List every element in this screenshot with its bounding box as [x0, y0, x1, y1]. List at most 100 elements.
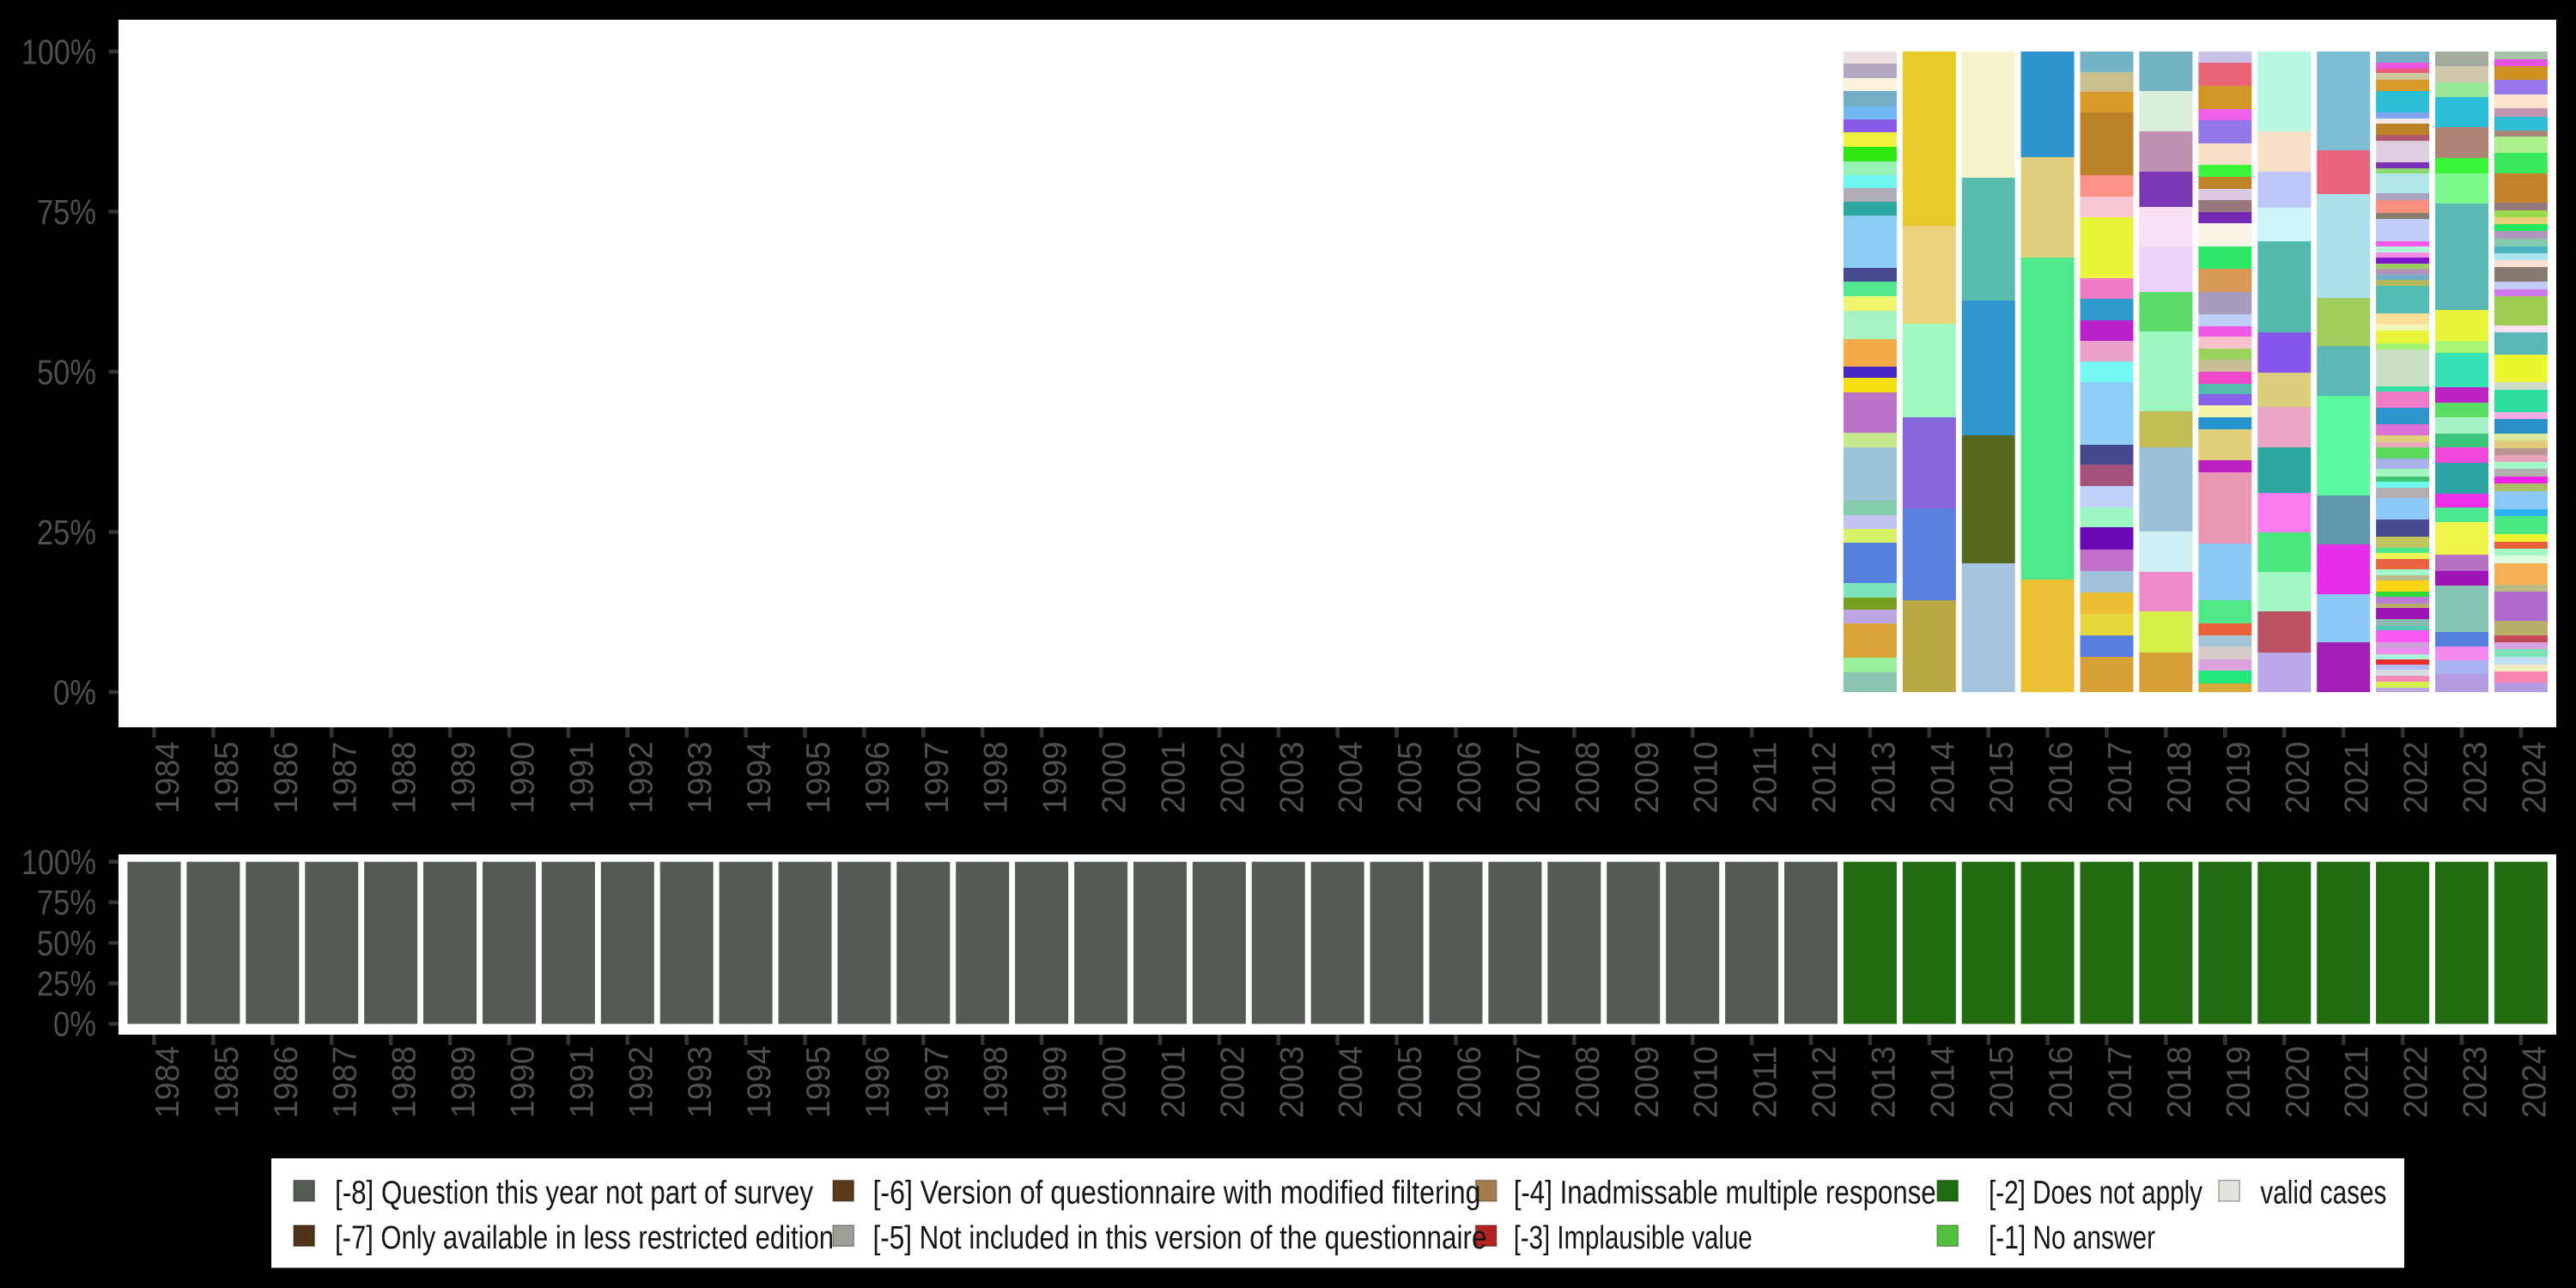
- svg-text:2022: 2022: [2398, 742, 2435, 814]
- svg-text:2004: 2004: [1333, 742, 1370, 814]
- svg-text:2006: 2006: [1451, 742, 1488, 814]
- svg-text:0%: 0%: [53, 672, 96, 712]
- svg-text:2019: 2019: [2221, 742, 2257, 814]
- svg-text:2024: 2024: [2516, 1046, 2553, 1118]
- svg-text:2013: 2013: [1865, 742, 1902, 814]
- svg-text:2019: 2019: [2221, 1046, 2257, 1118]
- svg-text:2005: 2005: [1392, 1046, 1429, 1118]
- svg-text:2009: 2009: [1629, 742, 1666, 814]
- svg-text:2015: 2015: [1984, 1046, 2020, 1118]
- svg-text:2001: 2001: [1156, 742, 1193, 814]
- svg-text:2020: 2020: [2280, 742, 2317, 814]
- svg-text:1990: 1990: [505, 1046, 542, 1118]
- svg-text:2001: 2001: [1156, 1046, 1193, 1118]
- svg-text:valid cases: valid cases: [2260, 1175, 2386, 1211]
- svg-text:1988: 1988: [386, 1046, 423, 1118]
- svg-text:2022: 2022: [2398, 1046, 2435, 1118]
- svg-text:0%: 0%: [53, 1005, 96, 1044]
- svg-text:1996: 1996: [860, 742, 896, 814]
- svg-text:2006: 2006: [1451, 1046, 1488, 1118]
- svg-text:[-2] Does not apply: [-2] Does not apply: [1989, 1175, 2202, 1211]
- svg-text:1998: 1998: [978, 1046, 1015, 1118]
- svg-text:1987: 1987: [327, 1046, 364, 1118]
- svg-text:1986: 1986: [268, 742, 305, 814]
- svg-text:2021: 2021: [2339, 1046, 2376, 1118]
- svg-text:1999: 1999: [1037, 1046, 1074, 1118]
- svg-text:2000: 2000: [1097, 1046, 1133, 1118]
- svg-text:2012: 2012: [1807, 742, 1844, 814]
- svg-text:1989: 1989: [446, 742, 483, 814]
- svg-text:2023: 2023: [2458, 1046, 2494, 1118]
- svg-text:2023: 2023: [2458, 742, 2494, 814]
- svg-text:1993: 1993: [682, 742, 719, 814]
- svg-text:1993: 1993: [682, 1046, 719, 1118]
- svg-text:100%: 100%: [21, 842, 96, 882]
- svg-text:2020: 2020: [2280, 1046, 2317, 1118]
- svg-text:1998: 1998: [978, 742, 1015, 814]
- svg-text:2014: 2014: [1924, 742, 1961, 814]
- svg-text:2002: 2002: [1214, 1046, 1251, 1118]
- svg-text:[-7] Only available in less re: [-7] Only available in less restricted e…: [335, 1220, 834, 1256]
- svg-text:25%: 25%: [37, 964, 96, 1004]
- svg-text:25%: 25%: [37, 513, 96, 552]
- svg-text:1992: 1992: [623, 1046, 659, 1118]
- svg-text:2021: 2021: [2339, 742, 2376, 814]
- svg-text:2008: 2008: [1570, 1046, 1607, 1118]
- svg-text:[-6] Version of questionnaire: [-6] Version of questionnaire with modif…: [873, 1175, 1481, 1211]
- svg-text:1991: 1991: [563, 1046, 600, 1118]
- svg-text:2003: 2003: [1273, 1046, 1310, 1118]
- svg-text:2011: 2011: [1747, 742, 1784, 814]
- svg-text:1987: 1987: [327, 742, 364, 814]
- svg-text:[-5] Not included in this vers: [-5] Not included in this version of the…: [873, 1220, 1487, 1256]
- svg-text:2016: 2016: [2043, 1046, 2080, 1118]
- svg-text:75%: 75%: [37, 192, 96, 232]
- svg-text:1991: 1991: [563, 742, 600, 814]
- svg-text:2014: 2014: [1924, 1046, 1961, 1118]
- svg-text:2010: 2010: [1688, 742, 1725, 814]
- svg-text:2010: 2010: [1688, 1046, 1725, 1118]
- svg-text:1999: 1999: [1037, 742, 1074, 814]
- svg-text:1988: 1988: [386, 742, 423, 814]
- svg-text:[-3] Implausible value: [-3] Implausible value: [1514, 1220, 1753, 1256]
- svg-text:2018: 2018: [2161, 742, 2198, 814]
- svg-text:1986: 1986: [268, 1046, 305, 1118]
- svg-text:2007: 2007: [1510, 742, 1547, 814]
- svg-text:[-1] No answer: [-1] No answer: [1989, 1220, 2155, 1256]
- svg-text:2024: 2024: [2516, 742, 2553, 814]
- svg-text:1996: 1996: [860, 1046, 896, 1118]
- svg-text:2003: 2003: [1273, 742, 1310, 814]
- svg-text:1990: 1990: [505, 742, 542, 814]
- svg-text:2005: 2005: [1392, 742, 1429, 814]
- svg-text:1984: 1984: [149, 1046, 186, 1118]
- svg-text:1994: 1994: [741, 742, 778, 814]
- svg-text:2013: 2013: [1865, 1046, 1902, 1118]
- svg-text:100%: 100%: [21, 32, 96, 71]
- svg-text:1985: 1985: [209, 1046, 246, 1118]
- svg-text:2011: 2011: [1747, 1046, 1784, 1118]
- svg-text:2004: 2004: [1333, 1046, 1370, 1118]
- svg-text:2008: 2008: [1570, 742, 1607, 814]
- svg-text:[-4] Inadmissable multiple res: [-4] Inadmissable multiple response: [1514, 1175, 1936, 1211]
- svg-text:[-8] Question this year not pa: [-8] Question this year not part of surv…: [335, 1175, 813, 1211]
- svg-text:2016: 2016: [2043, 742, 2080, 814]
- svg-text:2012: 2012: [1807, 1046, 1844, 1118]
- svg-text:2018: 2018: [2161, 1046, 2198, 1118]
- svg-text:2015: 2015: [1984, 742, 2020, 814]
- svg-text:75%: 75%: [37, 883, 96, 922]
- svg-text:1997: 1997: [919, 1046, 956, 1118]
- svg-text:1984: 1984: [149, 742, 186, 814]
- svg-text:1994: 1994: [741, 1046, 778, 1118]
- svg-text:1995: 1995: [800, 1046, 837, 1118]
- svg-text:50%: 50%: [37, 923, 96, 963]
- svg-text:2000: 2000: [1097, 742, 1133, 814]
- svg-text:1992: 1992: [623, 742, 659, 814]
- svg-text:50%: 50%: [37, 352, 96, 392]
- svg-text:1989: 1989: [446, 1046, 483, 1118]
- svg-text:2002: 2002: [1214, 742, 1251, 814]
- svg-text:2009: 2009: [1629, 1046, 1666, 1118]
- svg-text:1985: 1985: [209, 742, 246, 814]
- svg-text:1997: 1997: [919, 742, 956, 814]
- svg-text:2017: 2017: [2102, 1046, 2139, 1118]
- svg-text:1995: 1995: [800, 742, 837, 814]
- svg-text:2017: 2017: [2102, 742, 2139, 814]
